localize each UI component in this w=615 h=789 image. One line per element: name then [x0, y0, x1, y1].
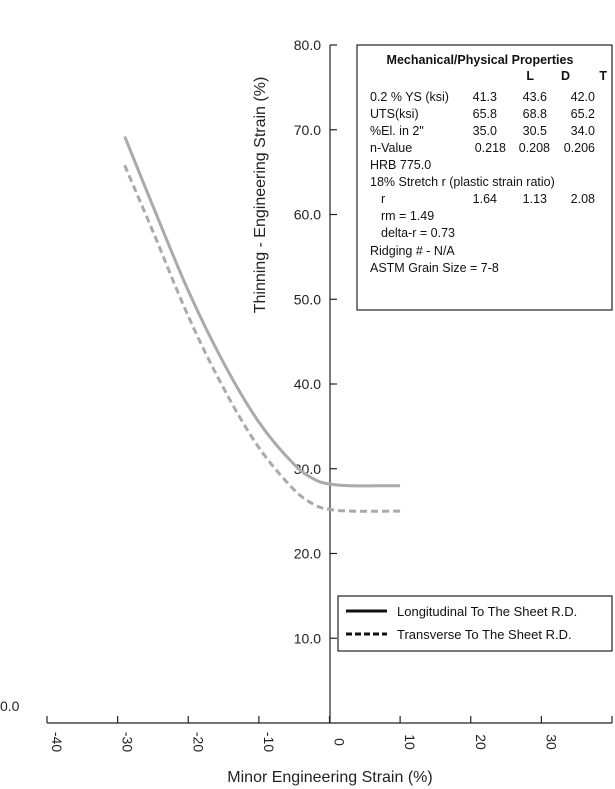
x-tick-label: 10 — [402, 734, 418, 750]
y-tick-label: 60.0 — [294, 207, 321, 223]
x-tick-label: 0 — [332, 738, 348, 746]
series-line-transverse — [123, 164, 401, 513]
x-tick-label: 20 — [473, 734, 489, 750]
col-header-l: L — [526, 69, 534, 83]
x-axis-title: Minor Engineering Strain (%) — [227, 769, 432, 786]
series-line-longitudinal — [123, 135, 401, 488]
x-ticks: -40-30-20-10010203040 — [46, 716, 615, 752]
y-tick-label: 10.0 — [294, 630, 321, 646]
y-tick-label: 20.0 — [294, 546, 321, 562]
prop-row-value: 34.0 — [571, 124, 595, 138]
prop-row-value: 42.0 — [571, 90, 595, 104]
prop-r-value: 1.13 — [523, 192, 547, 206]
y-tick-label: 70.0 — [294, 122, 321, 138]
prop-row-value: 0.218 — [475, 141, 506, 155]
prop-hrb: HRB 775.0 — [370, 158, 431, 172]
y-tick-label: 0.0 — [0, 698, 20, 714]
legend-frame — [337, 595, 613, 652]
y-tick-label: 50.0 — [294, 291, 321, 307]
prop-r-label: r — [381, 192, 385, 206]
prop-rm: rm = 1.49 — [381, 209, 434, 223]
y-tick-label: 80.0 — [294, 37, 321, 53]
x-tick-label: 30 — [543, 734, 559, 750]
prop-row-label: n-Value — [370, 141, 412, 155]
prop-row-value: 0.208 — [519, 141, 550, 155]
legend-label-longitudinal: Longitudinal To The Sheet R.D. — [397, 604, 577, 619]
prop-row-value: 0.206 — [564, 141, 595, 155]
properties-box: Mechanical/Physical Properties L D T 0.2… — [356, 44, 613, 311]
prop-r-value: 1.64 — [473, 192, 497, 206]
prop-r-value: 2.08 — [571, 192, 595, 206]
col-header-t: T — [599, 69, 607, 83]
prop-row-label: %El. in 2" — [370, 124, 424, 138]
legend-label-transverse: Transverse To The Sheet R.D. — [397, 627, 572, 642]
prop-row-label: 0.2 % YS (ksi) — [370, 90, 449, 104]
prop-row-value: 30.5 — [523, 124, 547, 138]
x-tick-label: -20 — [190, 732, 206, 752]
y-tick-label: 30.0 — [294, 461, 321, 477]
prop-row-label: UTS(ksi) — [370, 107, 419, 121]
prop-row-value: 35.0 — [473, 124, 497, 138]
x-tick-label: -10 — [261, 732, 277, 752]
prop-row-value: 41.3 — [473, 90, 497, 104]
properties-box-frame — [356, 44, 613, 311]
col-header-d: D — [561, 69, 570, 83]
prop-row-value: 65.8 — [473, 107, 497, 121]
x-tick-label: -40 — [49, 732, 65, 752]
y-axis-title: Thinning - Engineering Strain (%) — [252, 77, 269, 314]
y-ticks: 0.0 10.0 20.0 30.0 40.0 50.0 60.0 70.0 80.0 — [0, 37, 337, 714]
y-tick-label: 40.0 — [294, 376, 321, 392]
prop-stretch-label: 18% Stretch r (plastic strain ratio) — [370, 175, 555, 189]
prop-row-value: 68.8 — [523, 107, 547, 121]
prop-row-value: 43.6 — [523, 90, 547, 104]
x-tick-label: -30 — [120, 732, 136, 752]
prop-ridging: Ridging # - N/A — [370, 244, 455, 258]
prop-row-value: 65.2 — [571, 107, 595, 121]
prop-grain-size: ASTM Grain Size = 7-8 — [370, 261, 499, 275]
prop-delta-r: delta-r = 0.73 — [381, 226, 455, 240]
properties-title: Mechanical/Physical Properties — [387, 53, 574, 67]
legend: Longitudinal To The Sheet R.D. Transvers… — [337, 595, 613, 652]
series-layer — [123, 135, 401, 513]
